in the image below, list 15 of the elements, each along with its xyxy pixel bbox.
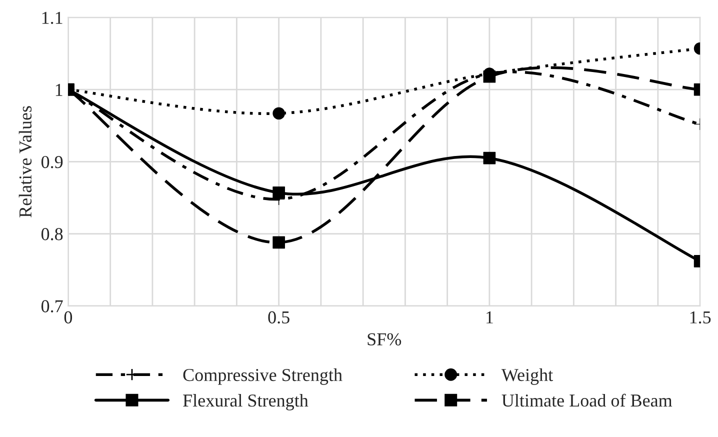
y-tick-label: 0.8 — [41, 228, 63, 240]
x-tick-label: 0 — [64, 311, 72, 324]
y-tick-label: 0.9 — [41, 156, 63, 168]
y-tick-label: 0.7 — [41, 300, 63, 312]
x-tick-label: 1 — [486, 311, 493, 324]
x-tick-label: 1.5 — [690, 311, 711, 324]
legend-label: Ultimate Load of Beam — [502, 394, 672, 407]
legend-label: Flexural Strength — [183, 394, 308, 410]
y-axis-title: Relative Values — [18, 106, 32, 218]
y-tick-label: 1.1 — [42, 12, 62, 24]
legend-label: Compressive Strength — [183, 368, 342, 385]
x-axis-title: SF% — [368, 333, 402, 346]
y-tick-label: 1 — [56, 84, 62, 96]
legend-label: Weight — [501, 368, 554, 385]
x-tick-label: 0.5 — [268, 311, 290, 324]
